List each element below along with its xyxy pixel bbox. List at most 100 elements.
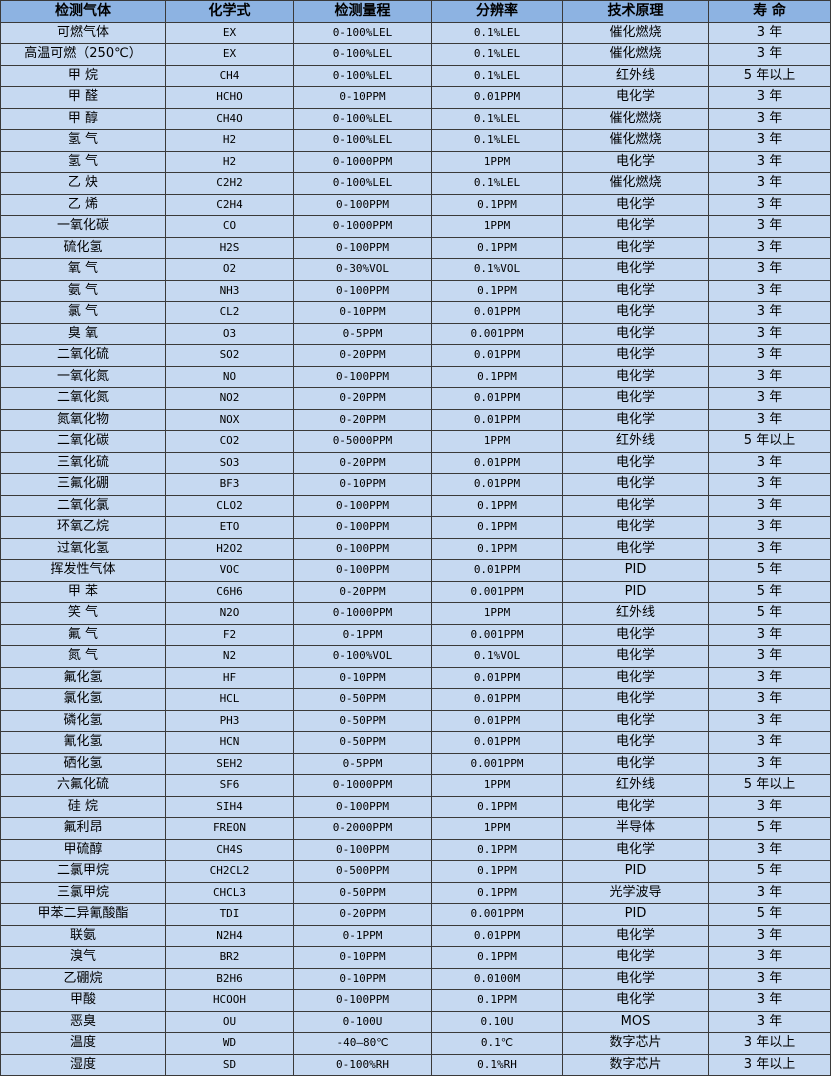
cell-range: 0-100%LEL (293, 129, 432, 152)
cell-resolution: 0.1%VOL (431, 645, 563, 668)
cell-principle: 电化学 (562, 537, 709, 560)
cell-lifespan: 5 年 (708, 817, 831, 840)
table-row: 乙 炔 C2H2 0-100%LEL 0.1%LEL 催化燃烧 3 年 (0, 172, 831, 195)
cell-principle: PID (562, 580, 709, 603)
table-row: 甲 醛 HCHO 0-10PPM 0.01PPM 电化学 3 年 (0, 86, 831, 109)
cell-gas: 氟化氢 (0, 666, 166, 689)
cell-formula: CH4S (165, 838, 294, 861)
cell-range: 0-20PPM (293, 387, 432, 410)
cell-lifespan: 3 年以上 (708, 1053, 831, 1076)
cell-lifespan: 3 年 (708, 451, 831, 474)
cell-formula: BR2 (165, 946, 294, 969)
cell-principle: 电化学 (562, 258, 709, 281)
cell-formula: HCHO (165, 86, 294, 109)
cell-range: 0-20PPM (293, 344, 432, 367)
cell-principle: 电化学 (562, 451, 709, 474)
cell-formula: FREON (165, 817, 294, 840)
cell-range: 0-100%LEL (293, 172, 432, 195)
cell-range: 0-30%VOL (293, 258, 432, 281)
cell-range: 0-1000PPM (293, 215, 432, 238)
cell-principle: 电化学 (562, 967, 709, 990)
cell-resolution: 0.01PPM (431, 731, 563, 754)
cell-gas: 笑 气 (0, 602, 166, 625)
cell-formula: CHCL3 (165, 881, 294, 904)
cell-principle: 催化燃烧 (562, 21, 709, 44)
cell-formula: OU (165, 1010, 294, 1033)
cell-gas: 可燃气体 (0, 21, 166, 44)
cell-resolution: 0.001PPM (431, 580, 563, 603)
cell-formula: EX (165, 21, 294, 44)
cell-range: 0-100PPM (293, 516, 432, 539)
cell-range: 0-1000PPM (293, 602, 432, 625)
cell-formula: B2H6 (165, 967, 294, 990)
cell-lifespan: 3 年 (708, 129, 831, 152)
cell-resolution: 0.1PPM (431, 365, 563, 388)
cell-resolution: 0.10U (431, 1010, 563, 1033)
cell-principle: 电化学 (562, 365, 709, 388)
table-row: 氢 气 H2 0-100%LEL 0.1%LEL 催化燃烧 3 年 (0, 129, 831, 152)
table-row: 氯化氢 HCL 0-50PPM 0.01PPM 电化学 3 年 (0, 688, 831, 711)
table-row: 溴气 BR2 0-10PPM 0.1PPM 电化学 3 年 (0, 946, 831, 969)
cell-lifespan: 3 年 (708, 1010, 831, 1033)
cell-gas: 一氧化氮 (0, 365, 166, 388)
cell-principle: 红外线 (562, 602, 709, 625)
cell-range: 0-10PPM (293, 666, 432, 689)
cell-lifespan: 3 年 (708, 709, 831, 732)
cell-formula: VOC (165, 559, 294, 582)
cell-gas: 乙硼烷 (0, 967, 166, 990)
cell-gas: 溴气 (0, 946, 166, 969)
table-row: 温度 WD -40—80℃ 0.1℃ 数字芯片 3 年以上 (0, 1032, 831, 1055)
cell-resolution: 0.1PPM (431, 494, 563, 517)
cell-principle: 红外线 (562, 64, 709, 87)
cell-range: 0-100%LEL (293, 64, 432, 87)
cell-lifespan: 5 年 (708, 602, 831, 625)
cell-range: 0-5PPM (293, 752, 432, 775)
cell-resolution: 0.1PPM (431, 860, 563, 883)
cell-formula: BF3 (165, 473, 294, 496)
cell-range: 0-10PPM (293, 473, 432, 496)
cell-formula: CO2 (165, 430, 294, 453)
cell-gas: 氟利昂 (0, 817, 166, 840)
cell-formula: CH4 (165, 64, 294, 87)
table-row: 三氟化硼 BF3 0-10PPM 0.01PPM 电化学 3 年 (0, 473, 831, 496)
cell-resolution: 0.1%LEL (431, 129, 563, 152)
cell-resolution: 1PPM (431, 774, 563, 797)
cell-resolution: 0.01PPM (431, 86, 563, 109)
cell-resolution: 0.1PPM (431, 279, 563, 302)
cell-formula: N2O (165, 602, 294, 625)
cell-principle: 电化学 (562, 838, 709, 861)
cell-formula: CL2 (165, 301, 294, 324)
cell-lifespan: 3 年 (708, 967, 831, 990)
cell-lifespan: 3 年 (708, 344, 831, 367)
cell-lifespan: 5 年 (708, 860, 831, 883)
cell-principle: 电化学 (562, 215, 709, 238)
cell-gas: 磷化氢 (0, 709, 166, 732)
cell-resolution: 0.001PPM (431, 623, 563, 646)
cell-resolution: 0.01PPM (431, 408, 563, 431)
cell-range: 0-100%LEL (293, 21, 432, 44)
cell-resolution: 0.1%LEL (431, 172, 563, 195)
table-row: 环氧乙烷 ETO 0-100PPM 0.1PPM 电化学 3 年 (0, 516, 831, 539)
cell-resolution: 0.1%LEL (431, 107, 563, 130)
table-row: 六氟化硫 SF6 0-1000PPM 1PPM 红外线 5 年以上 (0, 774, 831, 797)
cell-formula: CH2CL2 (165, 860, 294, 883)
cell-gas: 硅 烷 (0, 795, 166, 818)
cell-gas: 氢 气 (0, 150, 166, 173)
cell-resolution: 1PPM (431, 430, 563, 453)
table-row: 氨 气 NH3 0-100PPM 0.1PPM 电化学 3 年 (0, 279, 831, 302)
cell-principle: 光学波导 (562, 881, 709, 904)
table-row: 硒化氢 SEH2 0-5PPM 0.001PPM 电化学 3 年 (0, 752, 831, 775)
cell-lifespan: 3 年 (708, 838, 831, 861)
cell-resolution: 0.1%RH (431, 1053, 563, 1076)
cell-resolution: 0.1PPM (431, 236, 563, 259)
cell-lifespan: 3 年 (708, 795, 831, 818)
cell-resolution: 0.1PPM (431, 516, 563, 539)
cell-range: 0-100PPM (293, 838, 432, 861)
cell-lifespan: 3 年 (708, 365, 831, 388)
header-principle: 技术原理 (562, 0, 709, 23)
header-range: 检测量程 (293, 0, 432, 23)
cell-lifespan: 3 年 (708, 21, 831, 44)
table-row: 湿度 SD 0-100%RH 0.1%RH 数字芯片 3 年以上 (0, 1053, 831, 1076)
cell-lifespan: 3 年 (708, 989, 831, 1012)
cell-principle: 电化学 (562, 666, 709, 689)
